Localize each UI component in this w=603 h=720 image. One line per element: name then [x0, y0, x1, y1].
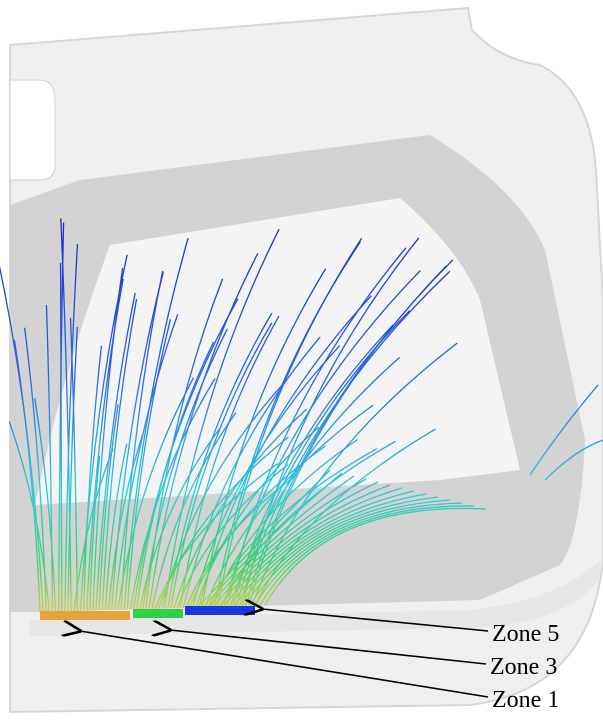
zone-bar-blue [185, 606, 255, 615]
page: Zone 5 Zone 3 Zone 1 (() => { const data… [0, 0, 603, 720]
windshield-visualization: Zone 5 Zone 3 Zone 1 [0, 0, 603, 720]
zone-label: Zone 5 [492, 621, 559, 647]
zone-label: Zone 3 [490, 654, 557, 680]
mirror-cutout [10, 80, 55, 180]
zone-bar-orange [40, 611, 130, 620]
zone-bar-green [133, 609, 183, 618]
zone-label: Zone 1 [492, 687, 559, 713]
